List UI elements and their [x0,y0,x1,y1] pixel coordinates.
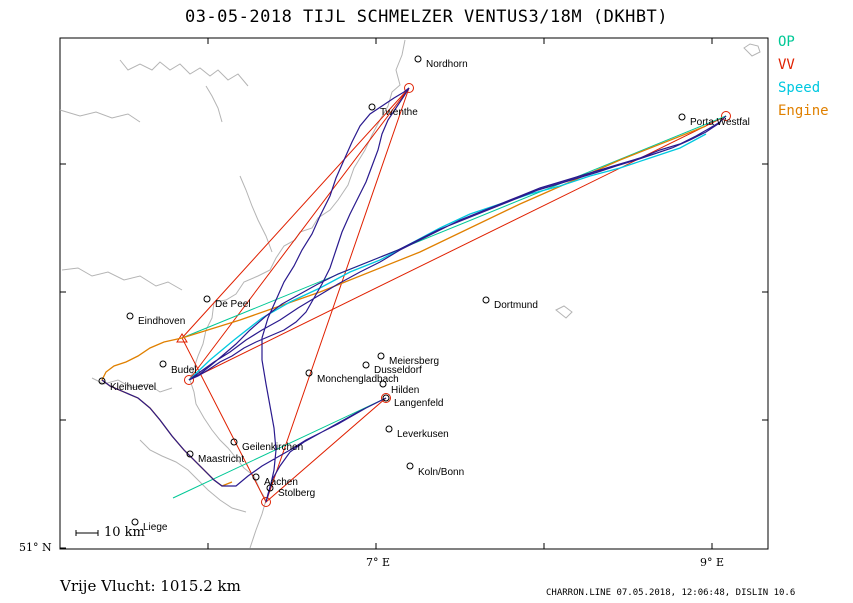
city-meiersberg: Meiersberg [389,356,439,367]
distance-label: Vrije Vlucht: 1015.2 km [60,577,241,595]
map-title: 03-05-2018 TIJL SCHMELZER VENTUS3/18M (D… [184,7,669,27]
city-langenfeld: Langenfeld [394,398,444,409]
map-frame [59,37,769,550]
scale-bar [75,530,99,536]
footer-info: CHARRON.LINE 07.05.2018, 12:06:48, DISLI… [546,588,796,598]
city-budel: Budel [171,365,197,376]
city-de-peel: De Peel [215,299,251,310]
city-nordhorn: Nordhorn [426,59,468,70]
city-stolberg: Stolberg [278,488,315,499]
city-markers [98,55,686,526]
legend-op: OP [778,34,795,50]
city-porta-westfal: Porta Westfal [690,117,750,128]
scale-bar-label: 10 km [104,525,145,540]
city-maastricht: Maastricht [198,454,244,465]
city-dortmund: Dortmund [494,300,538,311]
city-koln-bonn: Koln/Bonn [418,467,464,478]
city-hilden: Hilden [391,385,419,396]
speed-track [188,133,707,381]
lon-label-7: 7° E [366,556,391,569]
city-kleihuevel: Kleihuevel [110,382,156,393]
op-track [172,115,727,499]
city-aachen: Aachen [264,477,298,488]
city-labels: Nordhorn Twenthe Porta Westfal De Peel E… [110,59,750,533]
city-geilenkirchen: Geilenkirchen [242,442,303,453]
legend-vv: VV [778,57,795,73]
flight-path [101,87,727,503]
city-monchengladbach: Monchengladbach [317,374,399,385]
axis-ticks [60,38,768,549]
lat-label: 51° N [19,541,52,554]
city-liege: Liege [143,522,168,533]
city-eindhoven: Eindhoven [138,316,185,327]
city-leverkusen: Leverkusen [397,429,449,440]
city-twenthe: Twenthe [380,107,418,118]
legend-engine: Engine [778,103,829,119]
legend-speed: Speed [778,80,821,96]
city-dusseldorf: Dusseldorf [374,365,422,376]
lon-label-9: 9° E [700,556,725,569]
